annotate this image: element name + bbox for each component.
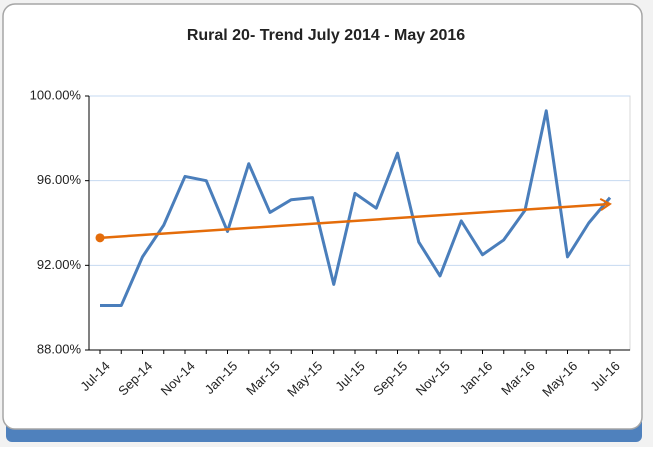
y-tick-label: 92.00%: [37, 257, 82, 272]
y-tick-label: 100.00%: [30, 87, 82, 102]
trend-start: [95, 233, 105, 243]
card: [2, 3, 643, 430]
chart-title: Rural 20- Trend July 2014 - May 2016: [187, 27, 465, 44]
y-tick-label: 88.00%: [37, 341, 82, 356]
trend-line: [99, 202, 611, 240]
y-tick-label: 96.00%: [37, 172, 82, 187]
trend-arrow: [599, 198, 612, 212]
